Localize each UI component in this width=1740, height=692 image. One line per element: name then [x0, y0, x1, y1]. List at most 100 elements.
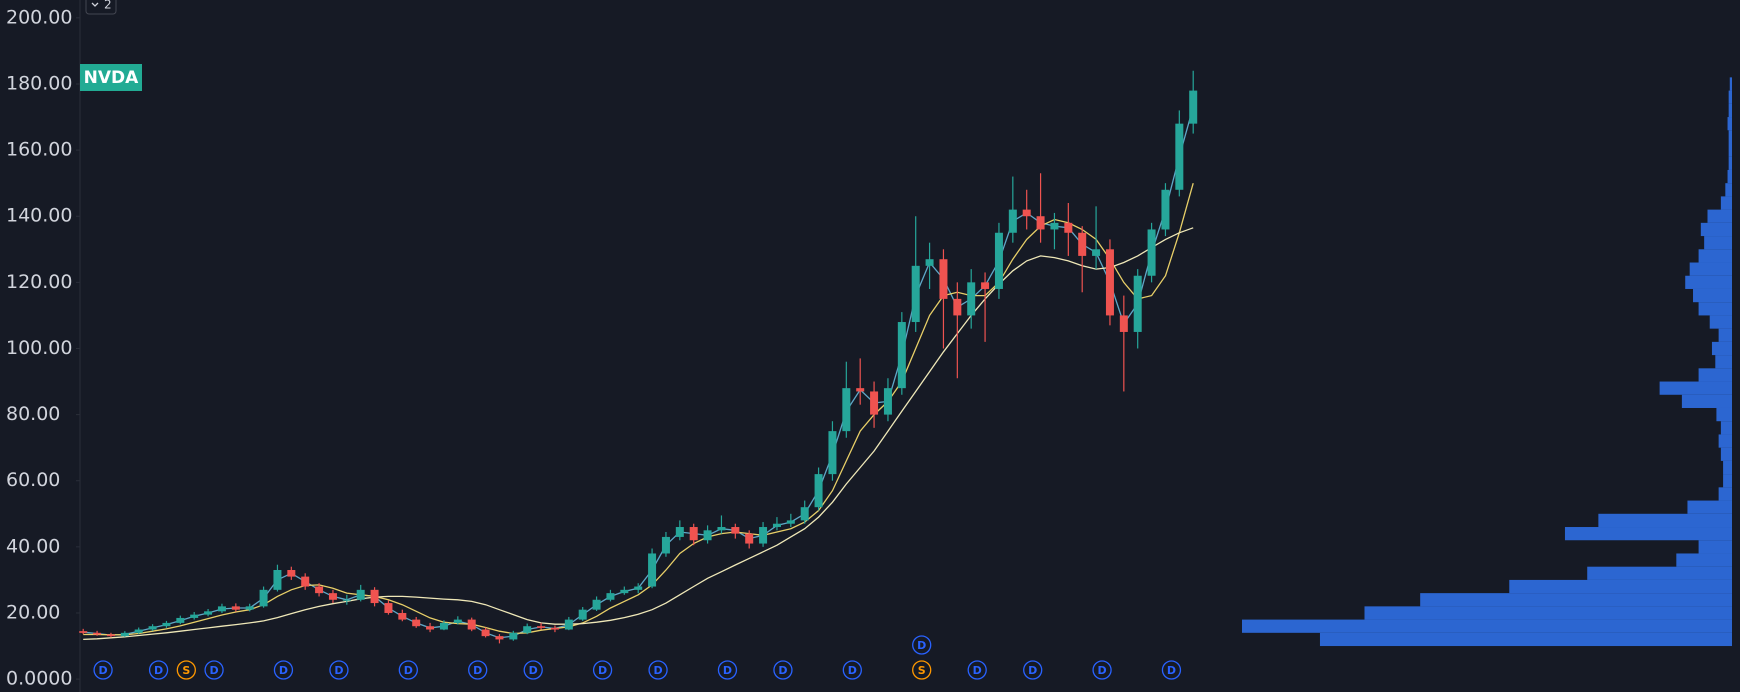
event-circle — [592, 660, 613, 680]
volume-profile-bar — [1685, 275, 1732, 289]
candle-body — [842, 388, 851, 432]
candle — [981, 272, 990, 342]
candle-body — [162, 622, 171, 627]
volume-profile-bar — [1720, 196, 1732, 210]
candle — [190, 611, 199, 620]
y-tick-label: 20.00 — [6, 601, 60, 623]
y-tick-label: 0.0000 — [6, 668, 72, 690]
candle — [1036, 173, 1045, 243]
event-marker[interactable]: D — [398, 660, 418, 680]
event-marker[interactable]: D — [93, 660, 113, 680]
event-marker[interactable]: D — [648, 660, 668, 680]
event-marker[interactable]: D — [329, 660, 349, 680]
event-marker[interactable]: D — [273, 660, 294, 680]
candle — [467, 617, 476, 632]
candle — [731, 523, 740, 539]
event-circle — [176, 660, 196, 680]
candle-body — [689, 527, 698, 541]
candle-body — [217, 606, 226, 612]
event-marker[interactable]: D — [523, 660, 543, 680]
candle — [828, 421, 837, 481]
candle — [259, 586, 268, 608]
event-marker[interactable]: D — [967, 660, 987, 680]
candle-body — [245, 606, 254, 610]
candle — [1161, 183, 1170, 237]
volume-profile-bar — [1725, 183, 1732, 197]
y-tick-label: 140.00 — [6, 205, 72, 227]
toggle-box[interactable] — [85, 0, 117, 15]
event-circle — [93, 660, 113, 680]
candle-body — [717, 527, 726, 531]
volume-profile-bar — [1720, 447, 1732, 461]
symbol-badge-bg — [80, 64, 142, 91]
candle-body — [273, 569, 282, 590]
event-marker[interactable]: D — [1023, 660, 1043, 680]
candle — [204, 609, 213, 617]
candle-body — [1036, 216, 1045, 230]
event-marker[interactable]: D — [468, 660, 488, 680]
candle — [1189, 70, 1198, 134]
y-tick-label: 60.00 — [6, 469, 60, 491]
candle-body — [870, 391, 879, 415]
event-marker[interactable]: D — [1092, 660, 1112, 680]
event-marker[interactable]: S — [176, 660, 196, 680]
event-label: D — [1028, 664, 1037, 677]
candle-body — [301, 576, 310, 587]
candle-body — [453, 619, 462, 623]
event-label: D — [334, 664, 343, 677]
event-circle — [329, 660, 349, 680]
event-circle — [523, 660, 543, 680]
candle-body — [412, 619, 421, 627]
event-marker[interactable]: D — [204, 660, 224, 680]
volume-profile-bar — [1718, 328, 1732, 342]
candle-body — [620, 589, 629, 594]
event-marker[interactable]: D — [592, 660, 613, 680]
candle — [648, 548, 657, 589]
candle-body — [328, 593, 337, 600]
event-marker[interactable]: D — [148, 660, 169, 680]
event-label: D — [404, 664, 413, 677]
candle-body — [800, 507, 809, 521]
candle-body — [897, 322, 906, 389]
event-marker[interactable]: D — [717, 660, 738, 680]
volume-profile — [1242, 77, 1732, 647]
event-label: D — [598, 664, 607, 677]
event-circle — [648, 660, 668, 680]
candle-body — [231, 606, 240, 610]
candle-body — [828, 431, 837, 475]
volume-profile-bar — [1420, 593, 1732, 607]
event-marker[interactable]: D — [1161, 660, 1182, 680]
candle — [800, 500, 809, 524]
candle-body — [967, 282, 976, 316]
event-marker[interactable]: D — [842, 660, 862, 680]
event-marker[interactable]: S — [912, 660, 932, 680]
toggle-chevron — [91, 2, 99, 7]
volume-profile-bar — [1659, 381, 1732, 395]
event-marker[interactable]: D — [773, 660, 793, 680]
candle-body — [772, 523, 781, 528]
candle-body — [564, 619, 573, 630]
candle-body — [1161, 189, 1170, 230]
candle — [231, 603, 240, 612]
volume-profile-bar — [1718, 434, 1732, 448]
volume-profile-bar — [1693, 288, 1732, 303]
candle — [328, 589, 337, 604]
event-marker[interactable]: D — [912, 635, 932, 655]
candle — [814, 467, 823, 511]
candle-body — [883, 388, 892, 415]
candle-body — [1147, 229, 1156, 276]
symbol-label: NVDA — [84, 68, 139, 88]
candle — [79, 628, 88, 635]
candle-body — [1092, 249, 1101, 256]
event-label: D — [279, 664, 288, 677]
candle — [620, 586, 629, 595]
volume-profile-bar — [1698, 540, 1732, 554]
y-tick-label: 80.00 — [6, 403, 60, 425]
candle — [148, 624, 157, 631]
candle-body — [1189, 90, 1198, 124]
candle — [176, 615, 185, 625]
candle-body — [315, 586, 324, 594]
y-tick-label: 40.00 — [6, 535, 60, 557]
indicator-toggle[interactable]: 2 — [85, 0, 117, 15]
